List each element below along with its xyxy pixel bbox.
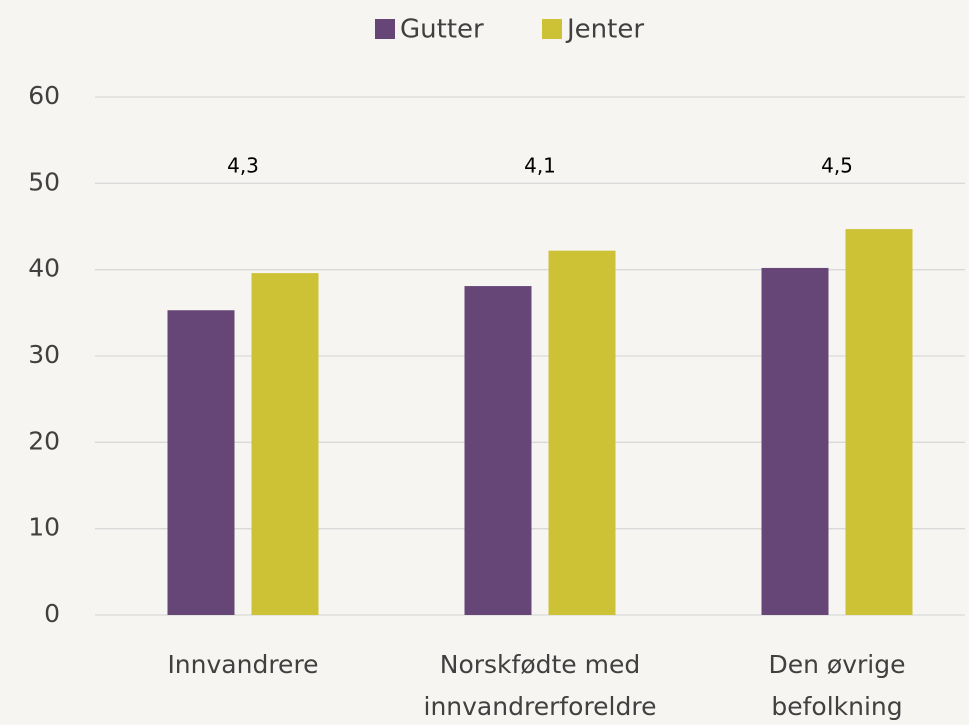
bar — [251, 273, 319, 615]
legend-label: Jenter — [565, 15, 644, 45]
y-tick-label: 50 — [28, 167, 60, 196]
legend-label: Gutter — [400, 15, 484, 45]
y-tick-label: 60 — [28, 81, 60, 110]
x-tick-label: Den øvrige — [769, 650, 906, 679]
bar — [845, 229, 913, 615]
bar — [548, 250, 616, 615]
x-tick-label: Norskfødte med — [440, 650, 640, 679]
y-tick-label: 20 — [28, 426, 60, 455]
legend-swatch — [375, 19, 395, 39]
x-tick-label: befolkning — [771, 692, 902, 721]
y-tick-label: 30 — [28, 340, 60, 369]
bar — [761, 267, 829, 615]
bar — [464, 286, 532, 615]
annotation: 4,5 — [821, 154, 853, 178]
annotation: 4,1 — [524, 154, 556, 178]
y-tick-label: 10 — [28, 513, 60, 542]
bar — [167, 310, 235, 615]
y-tick-label: 0 — [44, 599, 60, 628]
legend-swatch — [542, 19, 562, 39]
x-tick-label: innvandrerforeldre — [424, 692, 657, 721]
annotation: 4,3 — [227, 154, 259, 178]
y-tick-label: 40 — [28, 254, 60, 283]
x-tick-label: Innvandrere — [167, 650, 318, 679]
